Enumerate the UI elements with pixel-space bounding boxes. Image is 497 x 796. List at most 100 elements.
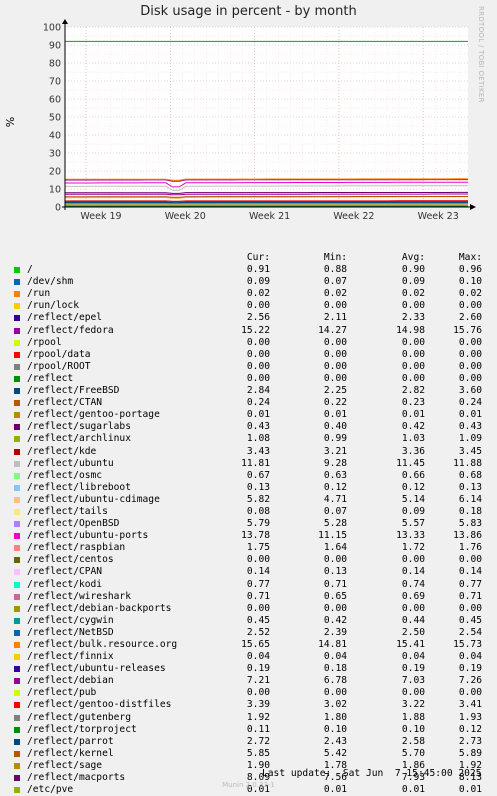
legend-value-avg: 0.00 <box>401 554 425 566</box>
legend-swatch <box>14 400 20 407</box>
legend-value-min: 0.00 <box>323 348 347 360</box>
munin-version: Munin 2.0.33-1 <box>222 781 275 789</box>
legend-value-min: 9.28 <box>323 457 347 469</box>
legend-value-max: 0.04 <box>458 651 482 663</box>
legend-value-max: 15.76 <box>453 324 482 336</box>
legend-series-name: /reflect/debian-backports <box>27 602 172 614</box>
legend-swatch <box>14 666 20 673</box>
legend-swatch <box>14 472 20 479</box>
legend-value-min: 0.65 <box>323 590 347 602</box>
legend-item: /reflect/osmc 0.67 0.63 0.66 0.68 <box>8 470 488 482</box>
legend-series-name: /reflect/finnix <box>27 651 114 663</box>
legend-value-max: 3.60 <box>458 385 482 397</box>
legend-value-avg: 2.50 <box>401 626 425 638</box>
legend-value-cur: 0.00 <box>246 372 270 384</box>
legend-value-avg: 0.00 <box>401 360 425 372</box>
legend-value-min: 0.02 <box>323 288 347 300</box>
legend-value-cur: 0.19 <box>246 663 270 675</box>
y-axis-label: % <box>4 117 17 127</box>
legend-series-name: /reflect/ubuntu <box>27 457 114 469</box>
legend-value-max: 0.77 <box>458 578 482 590</box>
legend-item: /reflect/centos 0.00 0.00 0.00 0.00 <box>8 554 488 566</box>
legend-value-cur: 13.78 <box>241 530 270 542</box>
legend-value-cur: 0.00 <box>246 687 270 699</box>
legend-value-cur: 0.00 <box>246 348 270 360</box>
legend-item: /run/lock 0.00 0.00 0.00 0.00 <box>8 300 488 312</box>
legend-swatch <box>14 484 20 491</box>
legend-value-min: 0.88 <box>323 264 347 276</box>
legend-swatch <box>14 642 20 648</box>
legend-series-name: /reflect/kde <box>27 445 97 457</box>
legend-value-min: 0.04 <box>323 651 347 663</box>
legend-item: /rpool 0.00 0.00 0.00 0.00 <box>8 337 488 349</box>
legend-series-name: /etc/pve <box>27 784 74 796</box>
legend-series-name: /reflect/gentoo-distfiles <box>27 699 172 711</box>
legend-value-min: 0.22 <box>323 397 347 409</box>
y-tick-label: 0 <box>55 203 61 214</box>
legend-value-min: 11.15 <box>318 530 347 542</box>
legend-value-cur: 0.08 <box>246 505 270 517</box>
legend-value-min: 0.99 <box>323 433 347 445</box>
legend-value-avg: 1.86 <box>401 759 425 771</box>
legend-swatch <box>14 775 20 782</box>
legend-value-avg: 0.02 <box>401 288 425 300</box>
legend-value-cur: 0.14 <box>246 566 270 578</box>
legend-swatch <box>14 714 20 721</box>
legend-value-min: 1.80 <box>323 711 347 723</box>
legend-series-name: /reflect/CPAN <box>27 566 103 578</box>
series-line <box>65 178 468 181</box>
legend-series-name: /run <box>27 288 51 300</box>
legend-value-cur: 1.92 <box>246 711 270 723</box>
legend-item: /reflect/fedora 15.22 14.27 14.98 15.76 <box>8 325 488 337</box>
legend-series-name: /reflect/gentoo-portage <box>27 409 160 421</box>
legend-value-max: 5.83 <box>458 518 482 530</box>
legend-value-cur: 3.43 <box>246 445 270 457</box>
legend-swatch <box>14 267 20 274</box>
legend-value-min: 0.40 <box>323 421 347 433</box>
legend-header-max: Max: <box>458 252 482 263</box>
legend-item: /reflect/gutenberg 1.92 1.80 1.88 1.93 <box>8 712 488 724</box>
legend-item: /reflect/bulk.resource.org 15.65 14.81 15.4… <box>8 639 488 651</box>
legend-value-max: 5.89 <box>458 747 482 759</box>
legend-swatch <box>14 303 20 310</box>
x-tick-label: Week 21 <box>249 211 290 222</box>
legend-swatch <box>14 375 20 382</box>
legend-value-avg: 2.82 <box>401 385 425 397</box>
legend-value-cur: 0.67 <box>246 469 270 481</box>
legend-value-avg: 0.69 <box>401 590 425 602</box>
legend-header: Cur: Min: Avg: Max: <box>8 252 488 264</box>
legend-series-name: /reflect/CTAN <box>27 397 103 409</box>
legend-item: /reflect/ubuntu-cdimage 5.82 4.71 5.14 6.14 <box>8 494 488 506</box>
legend-series-name: /reflect/macports <box>27 772 126 784</box>
legend-value-avg: 0.00 <box>401 336 425 348</box>
legend-item: /reflect/kde 3.43 3.21 3.36 3.45 <box>8 446 488 458</box>
series-line <box>65 200 468 203</box>
legend-value-cur: 2.84 <box>246 385 270 397</box>
legend-value-avg: 0.00 <box>401 372 425 384</box>
legend-value-min: 0.01 <box>323 409 347 421</box>
legend-value-max: 0.43 <box>458 421 482 433</box>
legend-value-avg: 0.44 <box>401 614 425 626</box>
legend-value-avg: 0.00 <box>401 602 425 614</box>
legend-value-max: 0.68 <box>458 469 482 481</box>
legend-value-min: 4.71 <box>323 493 347 505</box>
legend-value-cur: 15.65 <box>241 639 270 650</box>
legend-value-avg: 1.72 <box>401 542 425 554</box>
y-tick-label: 40 <box>49 131 61 142</box>
legend-swatch <box>14 388 20 395</box>
legend-swatch <box>14 279 20 286</box>
legend-item: /reflect/gentoo-portage 0.01 0.01 0.01 0.01 <box>8 409 488 421</box>
y-tick-label: 60 <box>49 95 61 106</box>
legend-value-min: 0.00 <box>323 360 347 372</box>
legend-value-min: 5.42 <box>323 747 347 759</box>
legend-value-max: 0.00 <box>458 300 482 312</box>
x-tick-label: Week 23 <box>418 211 459 222</box>
legend-series-name: / <box>27 264 33 276</box>
y-tick-label: 50 <box>49 113 61 124</box>
legend-value-max: 1.09 <box>458 433 482 445</box>
legend-series-name: /reflect/FreeBSD <box>27 385 120 397</box>
legend-swatch <box>14 762 20 769</box>
legend-value-max: 0.71 <box>458 590 482 602</box>
legend-swatch <box>14 424 20 431</box>
legend-value-max: 0.19 <box>458 663 482 675</box>
